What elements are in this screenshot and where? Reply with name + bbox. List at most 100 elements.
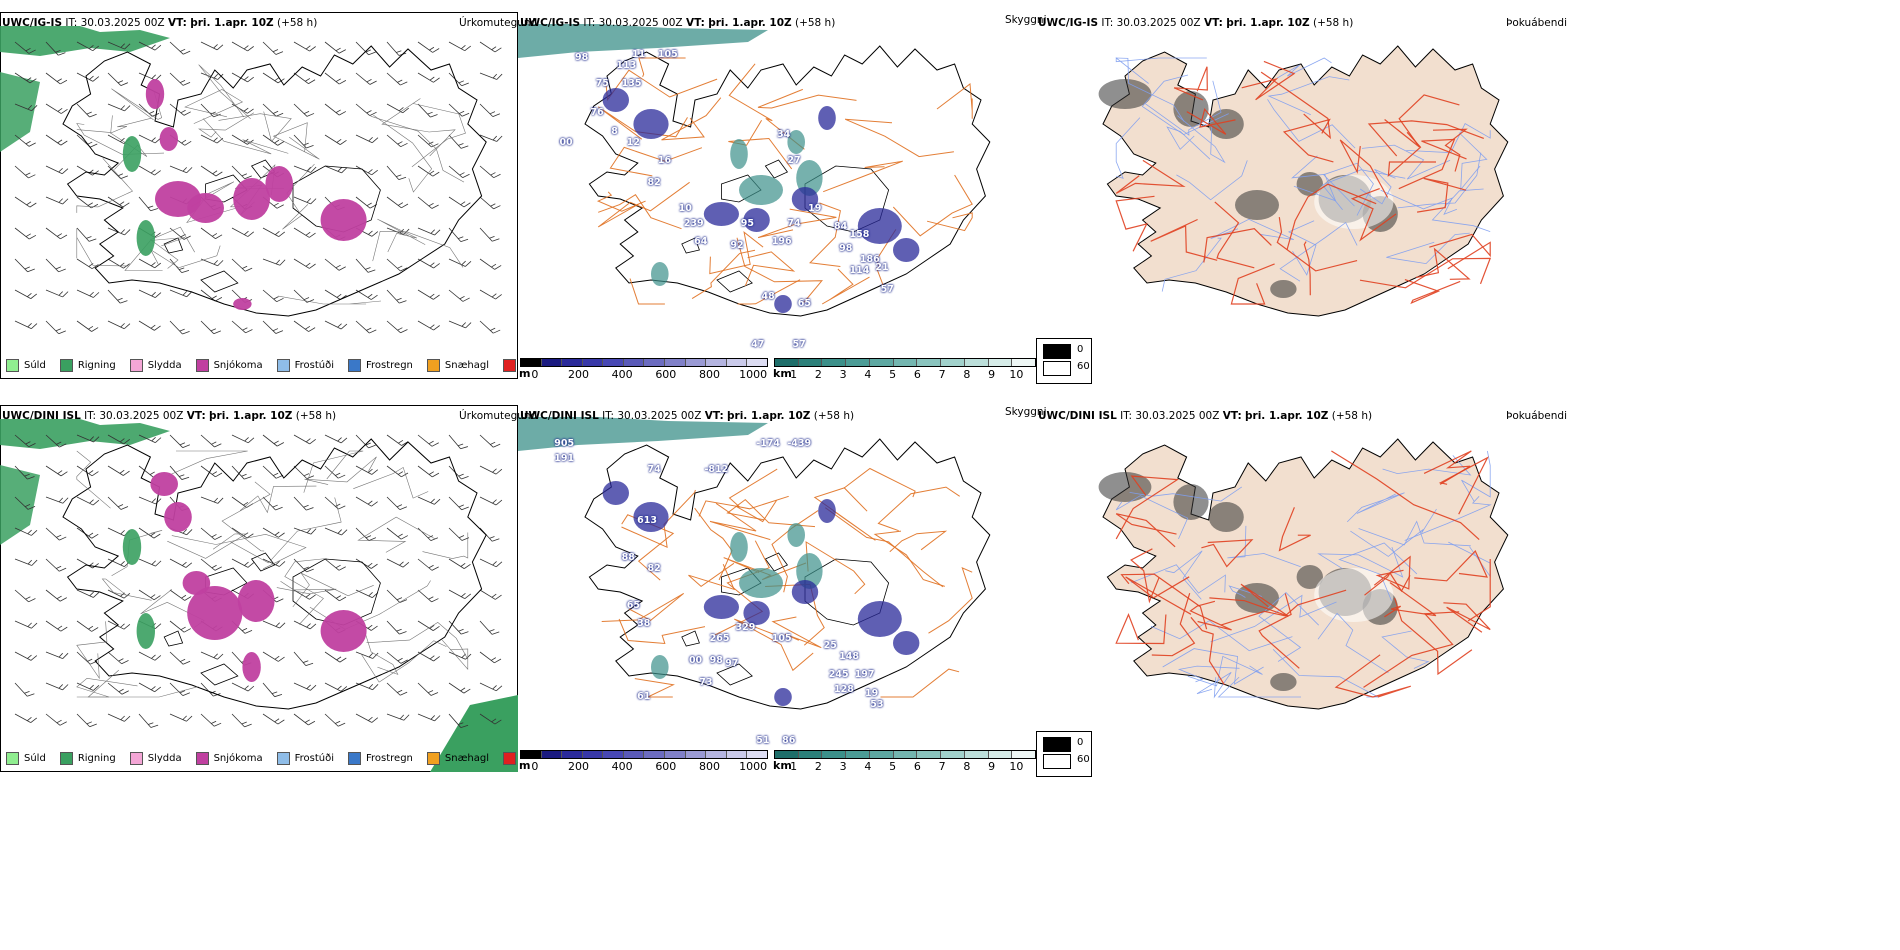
precip-legend-label: Frostúði [294, 753, 334, 764]
wind-barb [355, 651, 379, 659]
wind-barb [76, 713, 97, 728]
wind-barb [45, 165, 69, 175]
wind-barb [200, 527, 222, 540]
glacier-outline [163, 630, 184, 647]
wind-barb [417, 165, 440, 177]
wind-barb [45, 465, 68, 477]
fog-legend-label-0: 0 [1077, 344, 1084, 355]
road-line [76, 677, 138, 698]
cloud-base-value-label: 158 [849, 228, 870, 240]
cloudbase-colorbar-tick: 1000 [739, 760, 768, 773]
fog-area [1208, 502, 1244, 532]
cloud-base-area [743, 601, 770, 625]
cloudbase-colorbar-tick: 0 [531, 368, 539, 381]
cloud-base-value-label: 265 [709, 632, 730, 644]
road-line [821, 268, 870, 305]
wind-barb [479, 289, 502, 300]
low-visibility-area [739, 175, 783, 205]
cloudbase-colorbar-bin [665, 359, 686, 366]
wind-barb [448, 41, 472, 52]
visibility-colorbar-tick: 9 [988, 368, 996, 381]
wind-barb [231, 103, 254, 114]
wind-barb [169, 258, 190, 274]
cloud-base-value-label: 191 [554, 452, 575, 464]
cloud-base-value-label: 10 [678, 202, 692, 214]
road-line [76, 123, 165, 155]
rain-area [0, 72, 40, 152]
wind-barb [138, 527, 161, 539]
wind-barb [14, 72, 37, 84]
wind-barb [386, 682, 408, 696]
visibility-colorbar-bin [964, 751, 989, 758]
precip-legend-label: Frostregn [366, 753, 413, 764]
fog-legend-swatch-0 [1043, 344, 1071, 359]
cloudbase-colorbar-bin [644, 359, 666, 366]
river-line [1131, 564, 1226, 594]
wind-barb [76, 289, 100, 298]
wind-barb [355, 134, 379, 144]
wind-barb [45, 41, 66, 56]
wind-barb [107, 651, 129, 665]
fog-panel-row2 [1036, 405, 1552, 772]
glacier-outline [250, 552, 276, 572]
road-line [809, 202, 841, 267]
wind-barb [417, 713, 441, 722]
road-line [1359, 257, 1492, 289]
wind-barb [45, 134, 68, 146]
wind-barb [169, 713, 193, 722]
wind-barb [107, 103, 131, 112]
road-line [101, 578, 152, 601]
wind-barb [138, 434, 162, 444]
river-line [1210, 594, 1337, 643]
tag-fog-row2: Þokuábendi [1506, 410, 1567, 422]
visibility-colorbar-tick: 2 [814, 368, 822, 381]
wind-barb [355, 434, 376, 449]
wind-barb [355, 465, 379, 475]
cloud-base-value-label: 82 [647, 177, 661, 189]
cloud-base-area [893, 238, 920, 262]
road-line [805, 541, 866, 595]
cloud-base-value-label: 88 [621, 551, 635, 563]
visibility-colorbar-tick: 4 [864, 368, 872, 381]
fog-area [1270, 673, 1297, 691]
precip-legend-item-5: Frostregn [348, 752, 413, 765]
wind-barb [324, 527, 348, 536]
road-line [1363, 611, 1460, 688]
cloud-base-area [893, 631, 920, 655]
road-line [1201, 539, 1254, 568]
visibility-colorbar-bin [941, 359, 965, 366]
cloud-base-value-label: 61 [637, 691, 651, 703]
river-line [1287, 220, 1317, 276]
tag-fog-row1: Þokuábendi [1506, 17, 1567, 29]
wind-barb [479, 320, 501, 334]
river-line [1359, 169, 1396, 205]
wind-barb [262, 527, 285, 538]
wind-barb [448, 527, 470, 541]
cloud-base-value-label: 105 [771, 632, 792, 644]
wind-barb [107, 434, 130, 445]
glacier-outline [681, 237, 700, 254]
precip-legend-swatch [129, 359, 143, 372]
cloud-base-value-label: 148 [839, 650, 859, 662]
wind-barb [479, 196, 501, 210]
road-line [276, 581, 337, 595]
wind-barb [324, 651, 347, 663]
wind-barb [231, 558, 255, 568]
precip-legend-swatch [426, 359, 440, 372]
cloudbase-colorbar-bin [521, 359, 542, 366]
river-line [1177, 665, 1240, 683]
wind-barb [200, 465, 223, 478]
wind-barb [76, 196, 99, 209]
wind-barb [479, 620, 500, 635]
wind-barb [138, 289, 162, 298]
cloud-base-value-label: -812 [704, 463, 729, 475]
fog-legend-swatch-60 [1043, 361, 1071, 376]
fog-legend-label-0: 0 [1077, 737, 1084, 748]
wind-barb [262, 41, 284, 55]
wind-barb [355, 103, 377, 116]
rain-area [430, 695, 518, 772]
road-line [377, 218, 426, 253]
cloud-base-value-label: 74 [787, 217, 801, 229]
cloudbase-colorbar-strip [520, 358, 768, 367]
low-visibility-area [651, 262, 669, 286]
